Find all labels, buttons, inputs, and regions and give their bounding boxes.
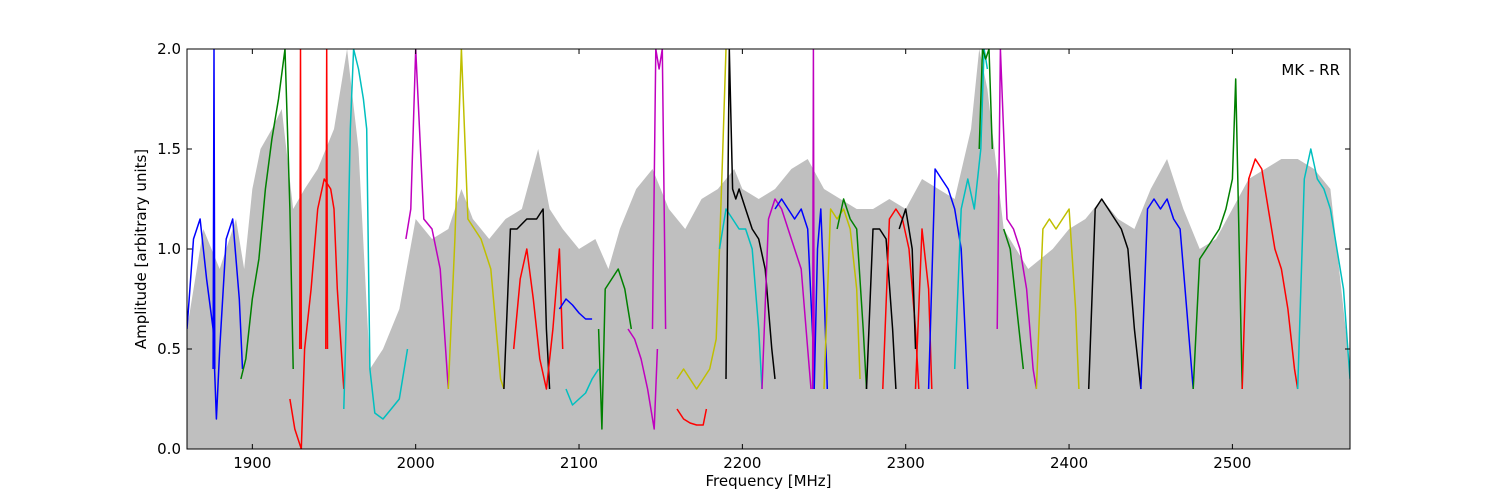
chart-annotation: MK - RR	[1281, 61, 1340, 79]
series-line-34	[1002, 228, 1025, 370]
series-line-21	[774, 198, 815, 370]
series-line-32	[978, 49, 994, 150]
series-line-6	[343, 49, 409, 420]
series-line-20	[761, 198, 812, 390]
series-line-31	[953, 49, 989, 370]
background-envelope	[187, 49, 1350, 449]
series-line-13	[597, 268, 633, 430]
series-line-16	[676, 408, 708, 426]
background-envelope-layer	[187, 49, 1350, 449]
y-tick-label: 1.0	[157, 240, 181, 258]
y-tick-label: 0.5	[157, 340, 181, 358]
series-line-7	[405, 49, 450, 390]
y-axis: 0.0 0.5 1.0 1.5 2.0	[157, 40, 1350, 458]
series-line-11	[558, 298, 593, 320]
x-axis: 1900 2000 2100 2200 2300 2400 2500	[233, 49, 1251, 472]
series-line-39	[1241, 158, 1299, 390]
series-line-4	[298, 49, 303, 350]
series-line-36	[1087, 198, 1142, 390]
plot-area	[186, 48, 1351, 450]
series-line-28	[898, 208, 917, 350]
series-line-26	[865, 228, 897, 390]
x-tick-label: 2300	[887, 454, 925, 472]
series-line-24	[823, 208, 861, 390]
y-tick-label: 1.5	[157, 140, 181, 158]
series-line-2	[240, 49, 294, 380]
series-line-8	[447, 49, 505, 390]
series-line-35	[1035, 208, 1080, 390]
y-tick-label: 2.0	[157, 40, 181, 58]
series-line-37	[1140, 198, 1194, 390]
x-tick-label: 2100	[560, 454, 598, 472]
series-line-40	[1296, 148, 1350, 390]
y-tick-label: 0.0	[157, 440, 181, 458]
series-line-12	[565, 368, 600, 406]
series-line-17	[676, 49, 727, 390]
series-line-1	[212, 49, 216, 370]
series-line-38	[1192, 78, 1243, 390]
x-tick-label: 2000	[397, 454, 435, 472]
series-line-25	[836, 198, 868, 390]
series-line-5	[325, 49, 329, 350]
series-line-9	[503, 208, 551, 390]
x-axis-label: Frequency [MHz]	[705, 472, 831, 490]
series-layer	[187, 49, 1350, 449]
series-line-3	[289, 178, 345, 449]
x-tick-label: 2200	[723, 454, 761, 472]
series-line-33	[996, 49, 1038, 390]
series-line-10	[512, 248, 564, 390]
series-line-23	[813, 208, 829, 390]
y-axis-label: Amplitude [arbitrary units]	[132, 149, 150, 349]
series-line-19	[725, 49, 776, 380]
series-line-0	[187, 218, 244, 420]
series-line-15	[651, 49, 667, 330]
series-line-14	[627, 328, 659, 430]
x-tick-label: 2500	[1213, 454, 1251, 472]
series-line-22	[811, 49, 815, 390]
x-tick-label: 1900	[233, 454, 271, 472]
x-tick-label: 2400	[1050, 454, 1088, 472]
series-line-30	[927, 168, 969, 390]
